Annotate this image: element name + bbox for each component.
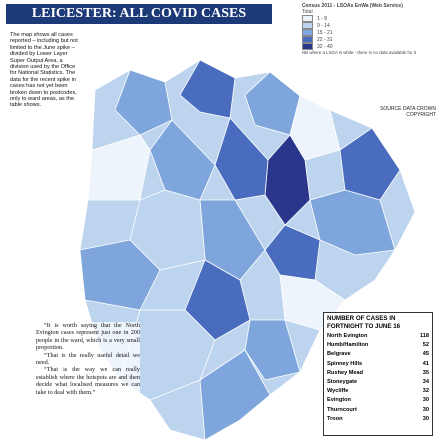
ward-name: Evington <box>327 397 351 404</box>
case-count: 30 <box>422 397 429 404</box>
ward-name: North Evington <box>327 333 368 339</box>
legend: Census 2011 - LSOAs EnWa (Web Service) T… <box>302 3 436 55</box>
title: LEICESTER: ALL COVID CASES <box>6 4 272 24</box>
case-count: 32 <box>422 388 429 395</box>
table-row: Belgrave 45 <box>327 350 429 359</box>
ward-name: Humb/Hamilton <box>327 342 369 349</box>
legend-label: 32 - 40 <box>317 43 333 50</box>
case-count: 52 <box>422 342 429 349</box>
table-row: Rushey Mead 35 <box>327 369 429 378</box>
copyright: SOURCE DATA CROWN COPYRIGHT <box>380 106 436 118</box>
case-count: 30 <box>422 415 429 422</box>
cases-table: NUMBER OF CASES IN FORTNIGHT TO JUNE 16 … <box>323 312 433 436</box>
legend-swatch <box>302 15 313 22</box>
table-title: NUMBER OF CASES IN FORTNIGHT TO JUNE 16 <box>327 315 401 330</box>
table-row: Thurncourt 30 <box>327 406 429 415</box>
description: The map shows all cases reported – inclu… <box>10 32 78 109</box>
quote-paragraph: “That is the way we can really establish… <box>36 366 140 396</box>
legend-item: 1 - 8 <box>302 15 436 22</box>
legend-subtitle: Total <box>302 9 313 15</box>
legend-item: 15 - 21 <box>302 29 436 36</box>
quote-paragraph: “That is the really useful detail we nee… <box>36 351 140 367</box>
case-count: 35 <box>422 369 429 376</box>
legend-label: 15 - 21 <box>317 29 333 36</box>
ward-name: Rushey Mead <box>327 369 364 376</box>
legend-item: 9 - 14 <box>302 22 436 29</box>
table-row: Stoneygate 34 <box>327 378 429 387</box>
case-count: 30 <box>422 406 429 413</box>
quote: “It is worth saying that the North Eving… <box>36 322 140 397</box>
legend-note: NB where a LSOA is white - there is no d… <box>302 50 416 55</box>
case-count: 45 <box>422 351 429 358</box>
table-row: North Evington 118 <box>327 332 429 341</box>
table-row: Evington 30 <box>327 396 429 405</box>
legend-label: 1 - 8 <box>317 15 328 22</box>
ward-name: Belgrave <box>327 351 351 358</box>
case-count: 118 <box>419 333 429 339</box>
table-rows: North Evington 118 Humb/Hamilton 52 Belgrave… <box>327 332 429 424</box>
case-count: 34 <box>422 379 429 386</box>
legend-label: 22 - 31 <box>317 36 333 43</box>
legend-item: 22 - 31 <box>302 36 436 43</box>
legend-swatch <box>302 22 313 29</box>
table-row: Spinney Hills 41 <box>327 360 429 369</box>
case-count: 41 <box>422 360 429 367</box>
ward-name: Wycliffe <box>327 388 349 395</box>
quote-paragraph: “It is worth saying that the North Eving… <box>36 322 140 352</box>
legend-item: 32 - 40 <box>302 43 436 50</box>
map-regions <box>79 59 416 441</box>
ward-name: Troon <box>327 415 343 422</box>
legend-swatch <box>302 36 313 43</box>
ward-name: Spinney Hills <box>327 360 363 367</box>
ward-name: Stoneygate <box>327 379 358 386</box>
legend-title: Census 2011 - LSOAs EnWa (Web Service) <box>302 3 403 9</box>
table-row: Troon 30 <box>327 415 429 424</box>
legend-swatch <box>302 43 313 50</box>
legend-label: 9 - 14 <box>317 22 330 29</box>
ward-name: Thurncourt <box>327 406 357 413</box>
table-row: Wycliffe 32 <box>327 387 429 396</box>
table-row: Humb/Hamilton 52 <box>327 341 429 350</box>
legend-swatch <box>302 29 313 36</box>
